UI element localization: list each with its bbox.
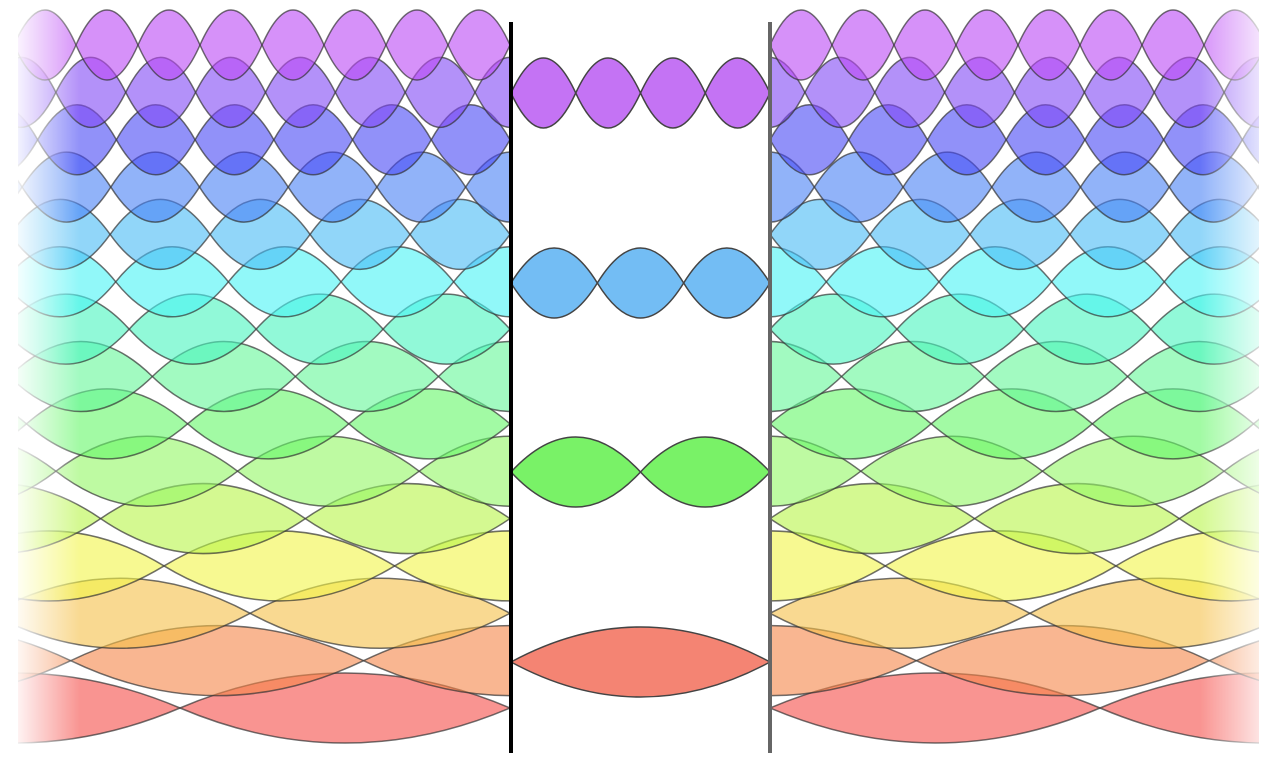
mode-lobe [639, 436, 772, 508]
wave-lobe [0, 199, 10, 269]
wave-lobe [0, 294, 2, 364]
mode-lobe [509, 626, 772, 698]
mode-lobe [596, 247, 685, 319]
mode-lobe [509, 436, 642, 508]
mode-lobe [574, 57, 642, 129]
wave-lobe [0, 342, 9, 412]
mode-lobe [639, 57, 707, 129]
right-fade [1200, 0, 1280, 773]
mode-lobe [510, 247, 599, 319]
wave-lobe [447, 9, 510, 81]
mode-lobe [682, 247, 771, 319]
mode-lobe [510, 57, 577, 129]
wave-lobe [582, 342, 725, 412]
left-fade [10, 0, 80, 773]
mode-lobe [704, 57, 771, 129]
wave-lobe [554, 152, 643, 222]
confined-modes [509, 57, 772, 698]
wave-lobe [0, 247, 3, 317]
right-wave-field [772, 9, 1259, 744]
